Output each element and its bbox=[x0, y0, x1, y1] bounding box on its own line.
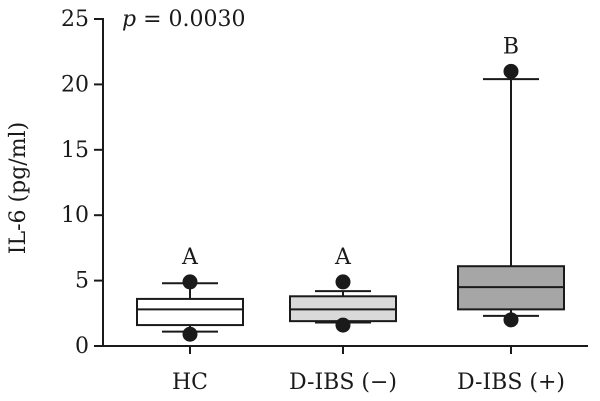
outlier-point bbox=[182, 326, 198, 342]
significance-label: A bbox=[334, 245, 352, 270]
outlier-point bbox=[335, 317, 351, 333]
outlier-point bbox=[503, 312, 519, 328]
p-value-annotation: p = 0.0030 bbox=[122, 7, 246, 32]
y-axis-title: IL-6 (pg/ml) bbox=[6, 122, 31, 254]
plot-area: 0 5 10 15 20 25 HC D-IBS (−) D-IBS (+) A A B bbox=[61, 7, 588, 395]
x-tick-label: HC bbox=[172, 370, 208, 395]
significance-label: B bbox=[503, 34, 519, 59]
y-tick-label: 15 bbox=[61, 138, 89, 163]
outlier-point bbox=[335, 274, 351, 290]
box-group: A bbox=[289, 245, 397, 333]
box-group: B bbox=[457, 34, 565, 328]
y-tick-label: 25 bbox=[61, 7, 89, 32]
y-tick-label: 20 bbox=[61, 72, 89, 97]
p-symbol: p bbox=[122, 7, 136, 32]
y-tick-label: 0 bbox=[75, 334, 89, 359]
significance-label: A bbox=[181, 245, 199, 270]
outlier-point bbox=[503, 63, 519, 79]
iqr-box bbox=[136, 297, 244, 327]
box-group: A bbox=[136, 245, 244, 342]
outlier-point bbox=[182, 274, 198, 290]
p-value-text: = 0.0030 bbox=[143, 7, 245, 32]
y-tick-label: 10 bbox=[61, 203, 89, 228]
x-tick-label: D-IBS (+) bbox=[457, 370, 565, 395]
x-tick-label: D-IBS (−) bbox=[289, 370, 397, 395]
y-tick-label: 5 bbox=[75, 269, 89, 294]
